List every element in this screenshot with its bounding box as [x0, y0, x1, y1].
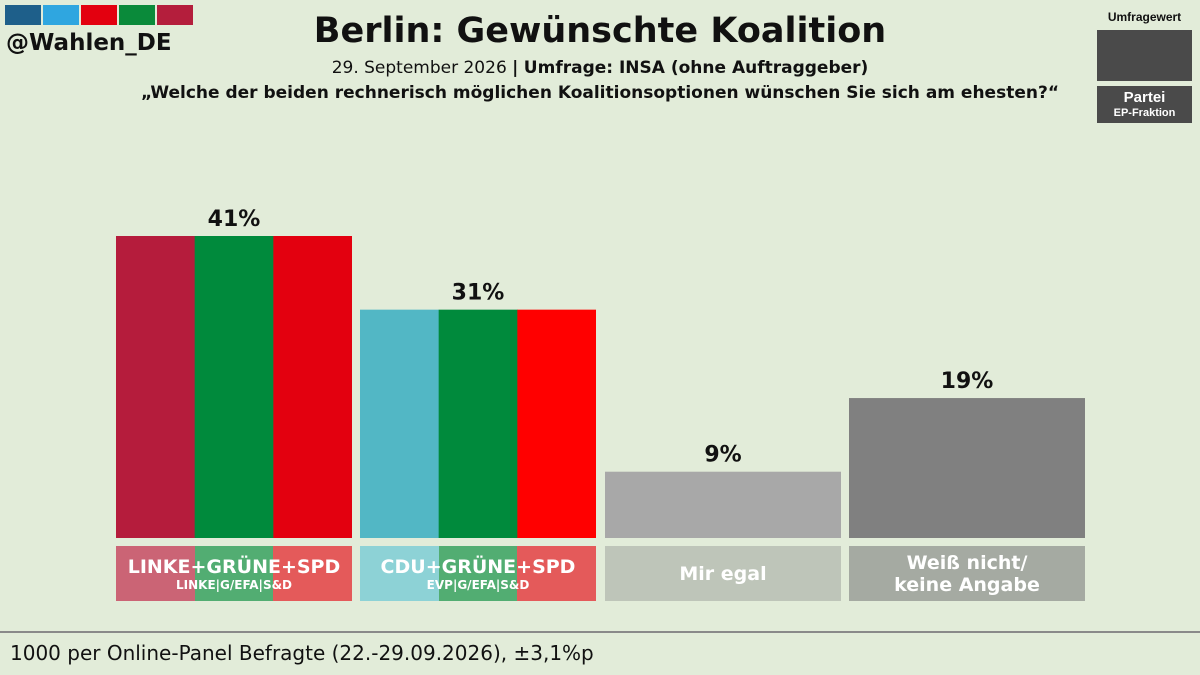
bar-1-segment-0 — [360, 309, 440, 538]
poll-question: „Welche der beiden rechnerisch möglichen… — [140, 83, 1060, 103]
legend: Umfragewert Partei EP-Fraktion — [1097, 6, 1192, 123]
bar-chart: 41% 31% 9% 19% — [116, 207, 1085, 538]
logo-square-4 — [157, 5, 193, 25]
category-ep-groups: LINKE|G/EFA|S&D — [175, 577, 293, 592]
chart-title: Berlin: Gewünschte Koalition — [313, 11, 887, 51]
category-ep-groups: EVP|G/EFA|S&D — [426, 577, 530, 592]
label-strip-2 — [273, 546, 352, 601]
legend-value-label: Umfragewert — [1107, 10, 1182, 24]
bar-0-segment-1 — [194, 236, 274, 538]
category-label-3: Weiß nicht/keine Angabe — [849, 546, 1085, 601]
label-strip-1 — [194, 546, 274, 601]
label-strip-1 — [438, 546, 518, 601]
value-label-1: 31% — [452, 281, 505, 306]
bar-1-segment-2 — [517, 309, 596, 538]
pollster: Umfrage: INSA (ohne Auftraggeber) — [523, 58, 869, 78]
footer-source: 1000 per Online-Panel Befragte (22.-29.0… — [10, 641, 594, 665]
account-handle: @Wahlen_DE — [6, 30, 172, 56]
footer-divider — [0, 631, 1200, 633]
category-name: CDU+GRÜNE+SPD — [380, 555, 576, 578]
label-strip-2 — [517, 546, 596, 601]
bar-1-segment-1 — [438, 309, 518, 538]
category-label-0: LINKE+GRÜNE+SPD LINKE|G/EFA|S&D — [116, 546, 352, 601]
category-name: Mir egal — [679, 562, 767, 585]
legend-party-label: Partei — [1123, 89, 1166, 106]
category-label-2: Mir egal — [605, 546, 841, 601]
value-label-0: 41% — [208, 207, 261, 232]
value-label-3: 19% — [941, 369, 994, 394]
category-label-1: CDU+GRÜNE+SPD EVP|G/EFA|S&D — [360, 546, 596, 601]
label-strip-0 — [116, 546, 195, 601]
logo-square-0 — [5, 5, 41, 25]
category-name: Weiß nicht/keine Angabe — [894, 551, 1040, 596]
chart-subtitle: 29. September 2026 | Umfrage: INSA (ohne… — [0, 58, 1200, 78]
label-strip-0 — [360, 546, 439, 601]
category-name: LINKE+GRÜNE+SPD — [127, 555, 341, 578]
legend-group-label: EP-Fraktion — [1113, 107, 1176, 119]
category-label-background — [116, 546, 352, 601]
logo-square-3 — [119, 5, 155, 25]
logo-square-2 — [81, 5, 117, 25]
category-label-background — [605, 546, 841, 601]
bar-3-segment-0 — [849, 398, 1085, 538]
bar-0-segment-2 — [273, 236, 352, 538]
subtitle-separator: | — [512, 58, 519, 78]
bar-0-segment-0 — [116, 236, 196, 538]
category-label-background — [849, 546, 1085, 601]
label-strip-0 — [605, 546, 841, 601]
category-label-background — [360, 546, 596, 601]
value-label-2: 9% — [704, 443, 741, 468]
bar-2-segment-0 — [605, 471, 841, 538]
legend-value-swatch — [1097, 30, 1192, 81]
legend-party-box: Partei EP-Fraktion — [1097, 86, 1192, 123]
poll-date: 29. September 2026 — [331, 58, 507, 78]
logo-square-1 — [43, 5, 79, 25]
logo-color-squares — [5, 5, 193, 25]
label-strip-0 — [849, 546, 1085, 601]
